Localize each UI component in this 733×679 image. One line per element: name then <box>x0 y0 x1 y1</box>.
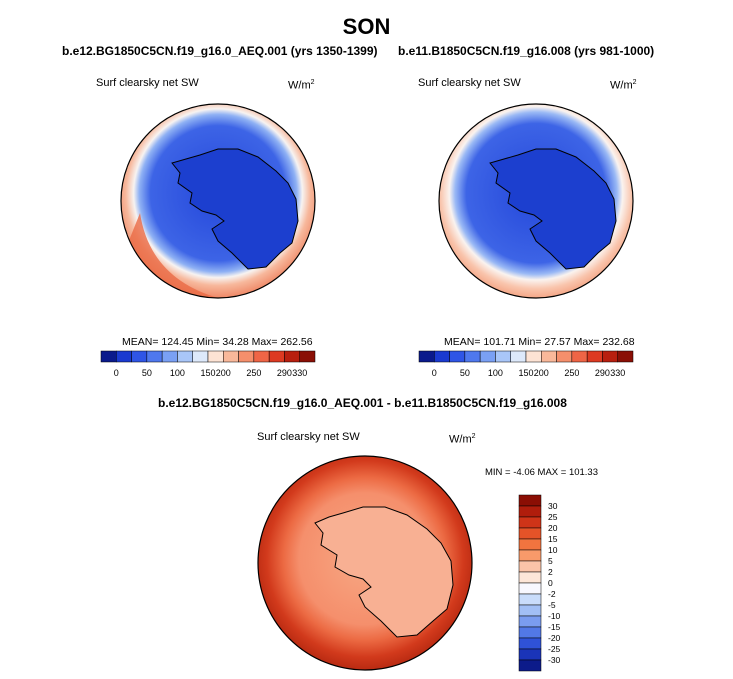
right-colorbar-label: 330 <box>610 368 625 378</box>
difference-colorbar-swatch <box>518 637 542 650</box>
left-colorbar-swatch <box>192 350 209 363</box>
antarctica-outline <box>171 148 299 270</box>
difference-colorbar-label: -20 <box>548 633 561 643</box>
left-colorbar-swatch <box>207 350 224 363</box>
left-colorbar-label: 250 <box>246 368 261 378</box>
difference-colorbar-label: -2 <box>548 589 556 599</box>
difference-colorbar-swatch <box>518 593 542 606</box>
difference-colorbar-label: -30 <box>548 655 561 665</box>
left-colorbar-label: 290 <box>277 368 292 378</box>
difference-colorbar-swatch <box>518 560 542 573</box>
left-colorbar-label: 100 <box>170 368 185 378</box>
left-panel-title: b.e12.BG1850C5CN.f19_g16.0_AEQ.001 (yrs … <box>62 44 378 58</box>
right-colorbar-swatch <box>556 350 573 363</box>
difference-colorbar-label: 25 <box>548 512 558 522</box>
left-colorbar-label: 0 <box>114 368 119 378</box>
right-colorbar-swatch <box>495 350 511 363</box>
right-colorbar-swatch <box>617 350 634 363</box>
right-colorbar-swatch <box>418 350 435 363</box>
difference-colorbar-label: 0 <box>548 578 553 588</box>
difference-colorbar-swatch <box>518 604 542 617</box>
right-colorbar-swatch <box>510 350 527 363</box>
left-colorbar-swatch <box>268 350 285 363</box>
right-colorbar-label: 250 <box>564 368 579 378</box>
difference-minmax: MIN = -4.06 MAX = 101.33 <box>485 467 599 478</box>
left-colorbar-swatch <box>116 350 132 363</box>
difference-colorbar-label: 2 <box>548 567 553 577</box>
right-units-label: W/m2 <box>610 79 637 92</box>
difference-polar-map <box>257 455 473 671</box>
right-colorbar-label: 50 <box>460 368 470 378</box>
left-variable-label: Surf clearsky net SW <box>96 77 199 89</box>
difference-colorbar-label: 30 <box>548 501 558 511</box>
right-colorbar-label: 150 <box>518 368 533 378</box>
difference-panel-title: b.e12.BG1850C5CN.f19_g16.0_AEQ.001 - b.e… <box>158 396 567 410</box>
right-colorbar-swatch <box>434 350 450 363</box>
difference-colorbar-swatch <box>518 549 542 562</box>
right-colorbar: 0 50 100 150 200 250 290 330 <box>418 350 634 380</box>
difference-colorbar-label: 5 <box>548 556 553 566</box>
difference-colorbar-swatch <box>518 494 542 507</box>
left-units-label: W/m2 <box>288 79 315 92</box>
left-colorbar-swatch <box>177 350 193 363</box>
difference-colorbar-label: -10 <box>548 611 561 621</box>
difference-colorbar: 30 25 20 15 10 5 2 0 -2 -5 -10 -15 -20 -25 -30 <box>518 494 568 674</box>
right-colorbar-swatch <box>571 350 588 363</box>
left-stats: MEAN= 124.45 Min= 34.28 Max= 262.56 <box>122 336 313 348</box>
difference-colorbar-swatch <box>518 582 542 595</box>
difference-colorbar-label: 15 <box>548 534 558 544</box>
right-polar-map <box>438 103 634 299</box>
difference-colorbar-swatch <box>518 505 542 518</box>
right-colorbar-swatch <box>479 350 496 363</box>
difference-colorbar-swatch <box>518 516 542 529</box>
difference-colorbar-label: -15 <box>548 622 561 632</box>
right-colorbar-swatch <box>449 350 466 363</box>
left-colorbar-label: 150 <box>200 368 215 378</box>
right-colorbar-swatch <box>464 350 481 363</box>
season-title: SON <box>342 14 391 39</box>
left-colorbar-swatch <box>131 350 148 363</box>
difference-colorbar-swatch <box>518 659 542 672</box>
difference-colorbar-swatch <box>518 538 542 551</box>
right-stats: MEAN= 101.71 Min= 27.57 Max= 232.68 <box>444 336 635 348</box>
difference-units-label: W/m2 <box>449 433 476 446</box>
right-colorbar-swatch <box>602 350 618 363</box>
antarctica-outline <box>489 148 617 270</box>
left-colorbar-swatch <box>284 350 300 363</box>
right-colorbar-label: 290 <box>595 368 610 378</box>
left-colorbar-swatch <box>299 350 316 363</box>
antarctica-outline <box>314 506 454 638</box>
left-colorbar-swatch <box>253 350 270 363</box>
left-polar-map <box>120 103 316 299</box>
difference-colorbar-swatch <box>518 615 542 628</box>
left-colorbar-label: 200 <box>216 368 231 378</box>
left-colorbar-label: 50 <box>142 368 152 378</box>
left-colorbar-swatch <box>100 350 117 363</box>
difference-variable-label: Surf clearsky net SW <box>257 431 360 443</box>
difference-colorbar-label: -5 <box>548 600 556 610</box>
difference-colorbar-swatch <box>518 527 542 540</box>
difference-colorbar-label: 20 <box>548 523 558 533</box>
right-colorbar-swatch <box>525 350 542 363</box>
difference-colorbar-swatch <box>518 626 542 639</box>
left-colorbar-label: 330 <box>292 368 307 378</box>
right-colorbar-swatch <box>541 350 557 363</box>
right-colorbar-label: 200 <box>534 368 549 378</box>
difference-colorbar-swatch <box>518 648 542 661</box>
left-colorbar-swatch <box>238 350 255 363</box>
right-colorbar-label: 0 <box>432 368 437 378</box>
right-panel-title: b.e11.B1850C5CN.f19_g16.008 (yrs 981-100… <box>398 44 655 58</box>
left-colorbar-swatch <box>223 350 239 363</box>
difference-colorbar-label: -25 <box>548 644 561 654</box>
right-variable-label: Surf clearsky net SW <box>418 77 521 89</box>
difference-colorbar-label: 10 <box>548 545 558 555</box>
right-colorbar-label: 100 <box>488 368 503 378</box>
left-colorbar: 0 50 100 150 200 250 290 330 <box>100 350 316 380</box>
difference-colorbar-swatch <box>518 571 542 584</box>
left-colorbar-swatch <box>146 350 163 363</box>
right-colorbar-swatch <box>586 350 603 363</box>
left-colorbar-swatch <box>161 350 178 363</box>
